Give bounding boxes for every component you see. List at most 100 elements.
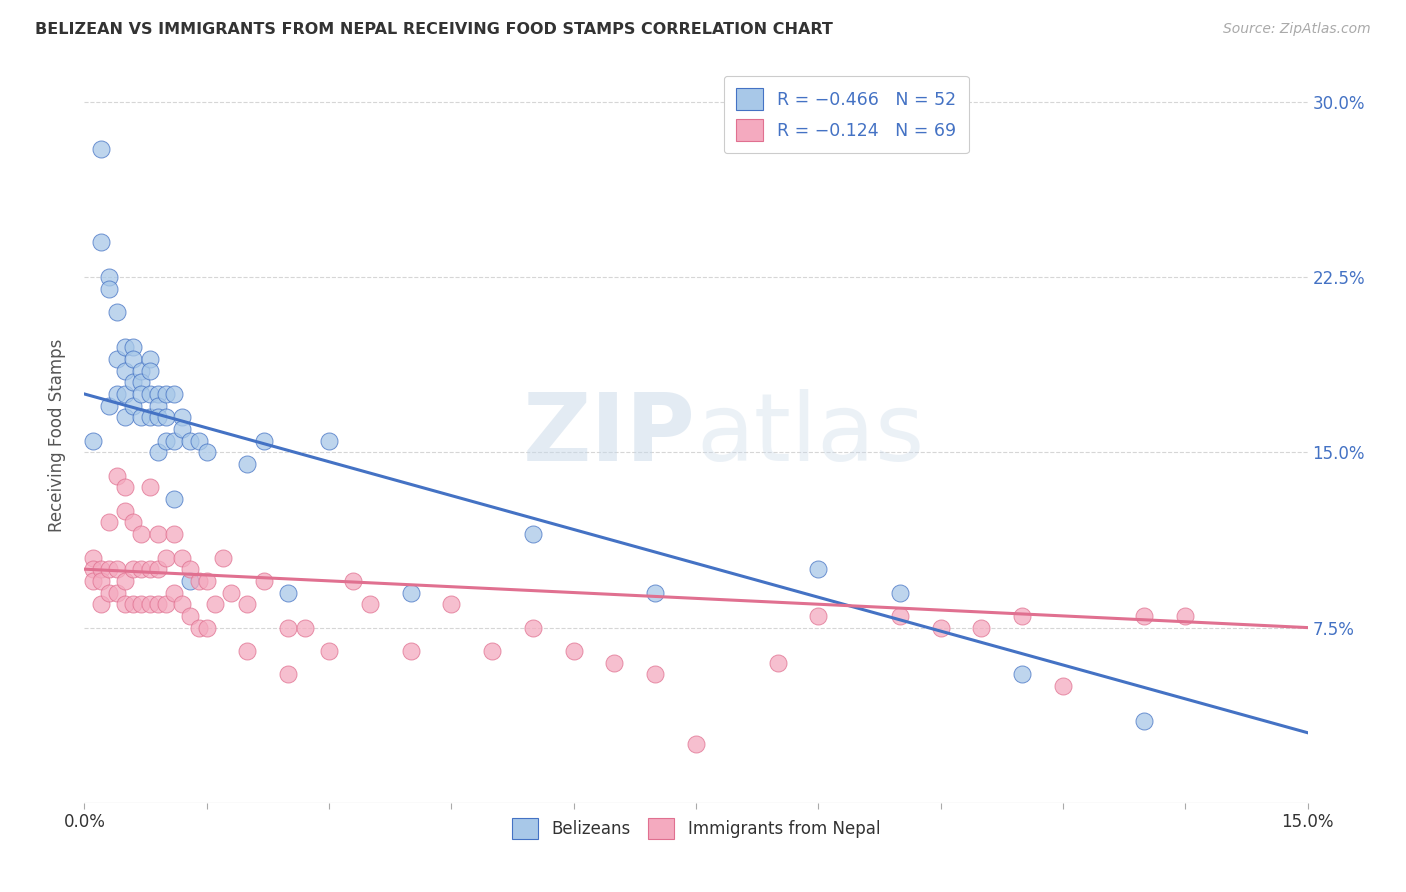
Point (889, 585, 911, 599)
Point (97, 270, 120, 285)
Point (146, 562, 169, 576)
Point (138, 480, 160, 494)
Point (562, 644, 585, 658)
Point (105, 585, 128, 599)
Legend: Belizeans, Immigrants from Nepal: Belizeans, Immigrants from Nepal (505, 811, 887, 846)
Point (155, 434, 177, 448)
Text: BELIZEAN VS IMMIGRANTS FROM NEPAL RECEIVING FOOD STAMPS CORRELATION CHART: BELIZEAN VS IMMIGRANTS FROM NEPAL RECEIV… (35, 22, 832, 37)
Point (146, 387, 169, 401)
Point (277, 585, 299, 599)
Point (685, 738, 707, 752)
Point (155, 550, 177, 565)
Point (603, 656, 626, 670)
Point (163, 387, 186, 401)
Point (90, 142, 112, 156)
Point (122, 399, 145, 413)
Point (105, 562, 128, 576)
Point (90, 574, 112, 588)
Point (146, 597, 169, 611)
Point (155, 597, 177, 611)
Point (146, 527, 169, 541)
Point (212, 550, 235, 565)
Point (131, 527, 153, 541)
Point (82, 550, 104, 565)
Point (187, 434, 209, 448)
Point (236, 457, 259, 471)
Point (766, 656, 789, 670)
Point (114, 597, 136, 611)
Point (179, 574, 201, 588)
Point (359, 597, 381, 611)
Point (807, 562, 830, 576)
Point (219, 585, 242, 599)
Point (138, 387, 160, 401)
Point (172, 550, 194, 565)
Point (138, 363, 160, 377)
Point (97, 282, 120, 296)
Point (97, 516, 120, 530)
Point (318, 644, 340, 658)
Point (155, 410, 177, 425)
Point (440, 597, 463, 611)
Point (105, 468, 128, 483)
Point (294, 621, 316, 635)
Point (82, 562, 104, 576)
Point (1011, 608, 1033, 623)
Point (481, 644, 503, 658)
Point (114, 480, 136, 494)
Point (105, 351, 128, 366)
Point (138, 597, 160, 611)
Point (90, 597, 112, 611)
Point (889, 608, 911, 623)
Point (399, 644, 422, 658)
Point (146, 399, 169, 413)
Point (90, 235, 112, 249)
Point (522, 621, 544, 635)
Text: atlas: atlas (696, 389, 924, 481)
Point (163, 434, 186, 448)
Point (97, 562, 120, 576)
Point (122, 562, 145, 576)
Point (195, 445, 218, 459)
Text: ZIP: ZIP (523, 389, 696, 481)
Point (131, 363, 153, 377)
Point (644, 667, 666, 681)
Point (172, 422, 194, 436)
Point (1052, 679, 1074, 693)
Point (195, 621, 218, 635)
Point (187, 574, 209, 588)
Point (122, 516, 145, 530)
Point (195, 574, 218, 588)
Point (114, 363, 136, 377)
Point (122, 376, 145, 390)
Point (236, 644, 259, 658)
Point (1011, 667, 1033, 681)
Point (277, 621, 299, 635)
Point (163, 492, 186, 507)
Point (114, 574, 136, 588)
Point (929, 621, 952, 635)
Point (1133, 608, 1156, 623)
Point (131, 562, 153, 576)
Point (807, 608, 830, 623)
Point (146, 410, 169, 425)
Point (114, 340, 136, 354)
Point (1174, 608, 1197, 623)
Point (522, 527, 544, 541)
Point (138, 351, 160, 366)
Point (114, 410, 136, 425)
Point (318, 434, 340, 448)
Point (122, 597, 145, 611)
Point (236, 597, 259, 611)
Point (138, 562, 160, 576)
Point (277, 667, 299, 681)
Point (97, 585, 120, 599)
Point (155, 387, 177, 401)
Point (172, 597, 194, 611)
Point (146, 445, 169, 459)
Point (399, 585, 422, 599)
Text: Source: ZipAtlas.com: Source: ZipAtlas.com (1223, 22, 1371, 37)
Point (253, 574, 276, 588)
Point (131, 410, 153, 425)
Point (204, 597, 226, 611)
